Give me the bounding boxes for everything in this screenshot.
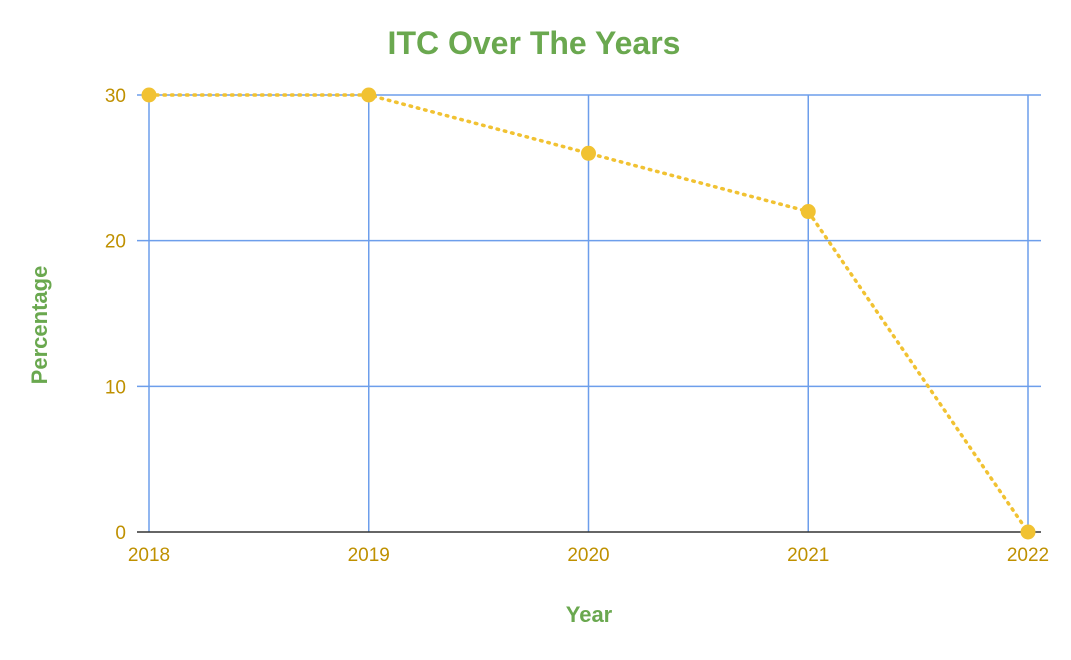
y-axis-title: Percentage: [27, 266, 52, 385]
data-point[interactable]: [800, 204, 816, 220]
x-tick-label: 2019: [348, 545, 390, 566]
series-line: [147, 93, 1030, 534]
chart-title: ITC Over The Years: [388, 25, 681, 61]
y-tick-label: 0: [115, 523, 126, 544]
tick-labels: 0 10 20 30 2018 2019 2020 2021 2022: [105, 86, 1049, 566]
data-point[interactable]: [1020, 524, 1036, 540]
x-axis-title: Year: [566, 602, 613, 627]
series: [141, 87, 1036, 540]
x-tick-label: 2021: [787, 545, 829, 566]
data-point[interactable]: [361, 87, 377, 103]
x-tick-label: 2020: [567, 545, 609, 566]
y-tick-label: 10: [105, 377, 126, 398]
x-tick-label: 2018: [128, 545, 170, 566]
data-point[interactable]: [141, 87, 157, 103]
x-tick-label: 2022: [1007, 545, 1049, 566]
data-point[interactable]: [581, 145, 596, 161]
grid: [137, 94, 1041, 533]
y-tick-label: 20: [105, 232, 126, 253]
y-tick-label: 30: [105, 86, 126, 107]
